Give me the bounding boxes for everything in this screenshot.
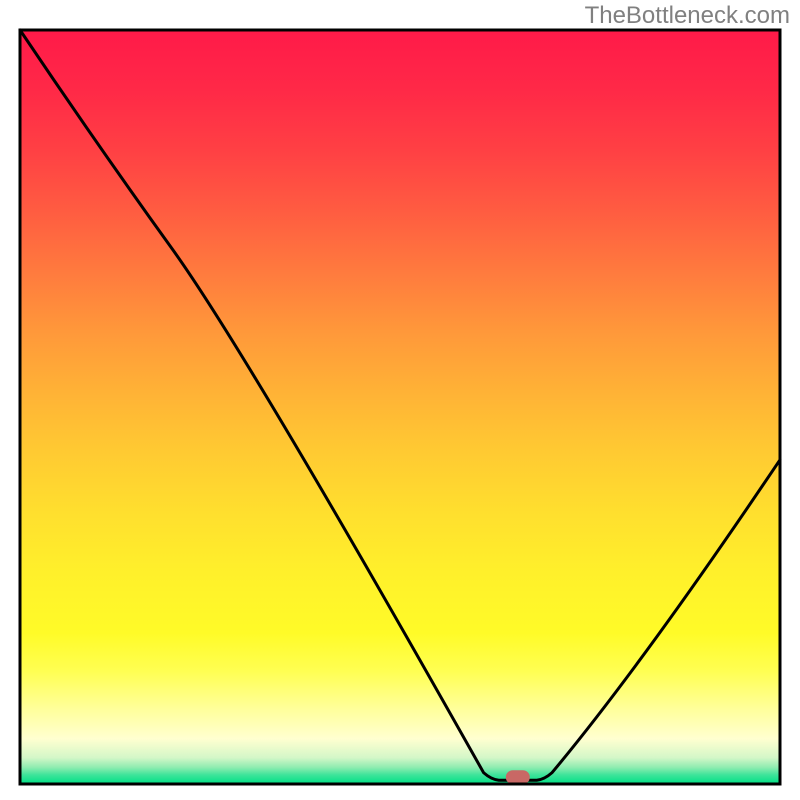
optimal-marker [506,770,530,784]
chart-background [20,30,780,784]
watermark-text: TheBottleneck.com [585,2,790,30]
bottleneck-chart [0,0,800,800]
